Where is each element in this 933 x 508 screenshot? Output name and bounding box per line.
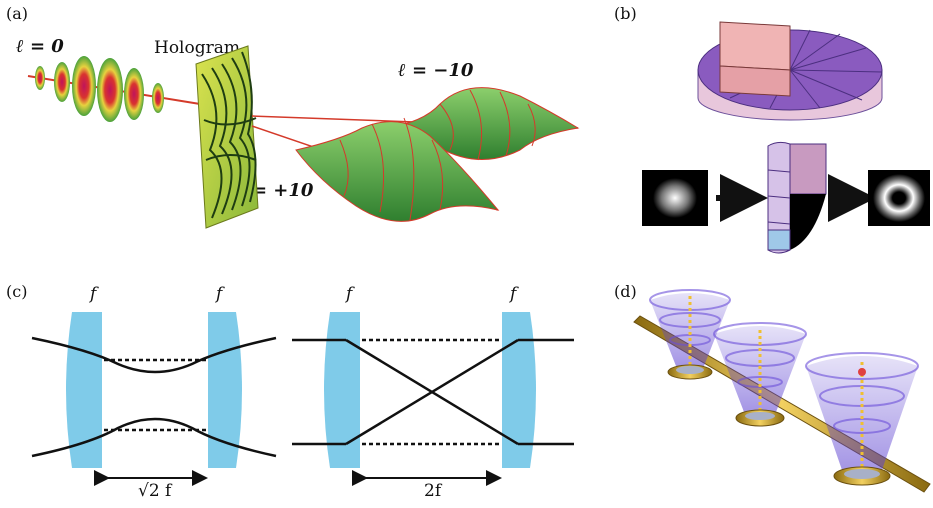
panel-a-diagram: [27, 45, 580, 229]
lens-1: [66, 312, 102, 468]
lens-f-label-3: f: [346, 284, 353, 304]
ring-emitter-2: [713, 322, 807, 427]
helix-beam-plus: [295, 117, 500, 222]
beam-ring-5: [124, 68, 144, 120]
cross-beam-2: [345, 338, 519, 446]
lower-beam-curve-left: [31, 417, 277, 458]
hologram-label: Hologram: [154, 38, 240, 58]
upper-beam-curve-left: [31, 336, 277, 374]
panel-b-label: (b): [614, 4, 637, 23]
lens-4: [502, 312, 536, 468]
ell-minus-label: ℓ = −10: [398, 60, 474, 81]
panel-c-diagram: [31, 312, 574, 486]
lens-f-label-1: f: [90, 284, 97, 304]
hologram-plate: [195, 45, 259, 229]
lens-2: [208, 312, 242, 468]
lens-3: [324, 312, 360, 468]
panel-c-label: (c): [6, 282, 28, 301]
panel-a-label: (a): [6, 4, 29, 23]
beam-ring-1: [35, 66, 45, 90]
panel-b-diagram: [642, 21, 930, 254]
beam-ring-2: [54, 62, 70, 102]
ring-emitter-1: [649, 289, 731, 380]
beam-ring-4: [97, 58, 123, 122]
panel-d-label: (d): [614, 282, 637, 301]
sqrt2-f-distance-label: √2 f: [138, 481, 172, 501]
beam-ring-6: [152, 83, 164, 113]
ring-emitter-3: [805, 352, 919, 486]
spiral-phase-plate: [697, 21, 883, 121]
lens-f-label-2: f: [216, 284, 223, 304]
two-f-distance-label: 2f: [424, 481, 442, 501]
beam-ring-3: [72, 56, 96, 116]
ell-zero-label: ℓ = 0: [16, 36, 64, 57]
lens-f-label-4: f: [510, 284, 517, 304]
phase-plate-side-view: [767, 141, 827, 254]
panel-d-diagram: [633, 289, 931, 493]
